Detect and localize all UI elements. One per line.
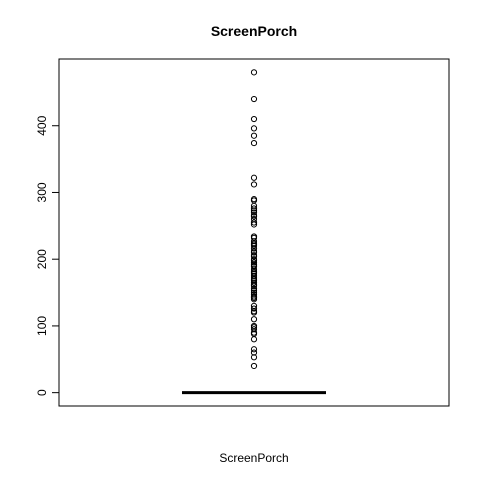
y-axis-ticks: 0 100 200 300 400 xyxy=(35,115,59,396)
outlier-point xyxy=(250,132,258,139)
outlier-point xyxy=(250,287,258,294)
outlier-point xyxy=(250,202,258,209)
outlier-points xyxy=(250,69,258,370)
outlier-point xyxy=(250,263,258,270)
outlier-point xyxy=(250,326,258,333)
outlier-point xyxy=(250,266,258,273)
outlier-point xyxy=(250,349,258,356)
outlier-point xyxy=(250,296,258,303)
y-tick-label: 200 xyxy=(35,249,49,269)
outlier-point xyxy=(250,219,258,226)
outlier-point xyxy=(250,174,258,181)
y-tick-label: 0 xyxy=(35,389,49,396)
outlier-point xyxy=(250,309,258,316)
y-tick-label: 100 xyxy=(35,316,49,336)
outlier-point xyxy=(250,213,258,220)
outlier-point xyxy=(250,346,258,353)
outlier-point xyxy=(250,259,258,266)
outlier-point xyxy=(250,245,258,252)
outlier-point xyxy=(250,139,258,147)
outlier-point xyxy=(250,272,258,279)
outlier-point xyxy=(250,238,258,245)
outlier-point xyxy=(250,209,258,216)
outlier-point xyxy=(250,115,258,123)
outlier-point xyxy=(250,69,258,76)
outlier-point xyxy=(250,125,258,132)
y-tick-label: 300 xyxy=(35,182,49,202)
outlier-point xyxy=(250,285,258,292)
y-tick-label: 400 xyxy=(35,115,49,135)
outlier-point xyxy=(250,354,258,361)
outlier-point xyxy=(250,336,258,343)
outlier-point xyxy=(250,207,258,214)
outlier-point xyxy=(250,249,258,256)
outlier-point xyxy=(250,305,258,312)
outlier-point xyxy=(250,282,258,289)
chart-title: ScreenPorch xyxy=(211,23,297,39)
outlier-point xyxy=(250,253,258,260)
outlier-point xyxy=(250,181,258,188)
plot-frame xyxy=(58,58,450,407)
outlier-point xyxy=(250,362,258,370)
outlier-point xyxy=(250,221,258,228)
outlier-point xyxy=(250,205,258,212)
outlier-point xyxy=(250,279,258,286)
x-axis-label: ScreenPorch xyxy=(219,451,288,465)
outlier-point xyxy=(250,316,258,323)
outlier-point xyxy=(250,291,258,298)
outlier-point xyxy=(250,95,258,103)
